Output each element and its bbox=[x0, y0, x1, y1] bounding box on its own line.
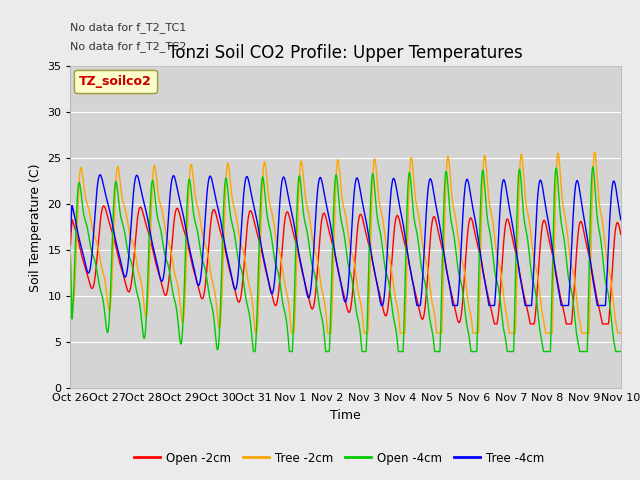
X-axis label: Time: Time bbox=[330, 409, 361, 422]
Legend: TZ_soilco2: TZ_soilco2 bbox=[74, 70, 157, 93]
Legend: Open -2cm, Tree -2cm, Open -4cm, Tree -4cm: Open -2cm, Tree -2cm, Open -4cm, Tree -4… bbox=[130, 447, 548, 469]
Text: No data for f_T2_TC2: No data for f_T2_TC2 bbox=[70, 41, 187, 52]
Title: Tonzi Soil CO2 Profile: Upper Temperatures: Tonzi Soil CO2 Profile: Upper Temperatur… bbox=[168, 44, 523, 62]
Y-axis label: Soil Temperature (C): Soil Temperature (C) bbox=[29, 163, 42, 291]
Text: No data for f_T2_TC1: No data for f_T2_TC1 bbox=[70, 22, 187, 33]
